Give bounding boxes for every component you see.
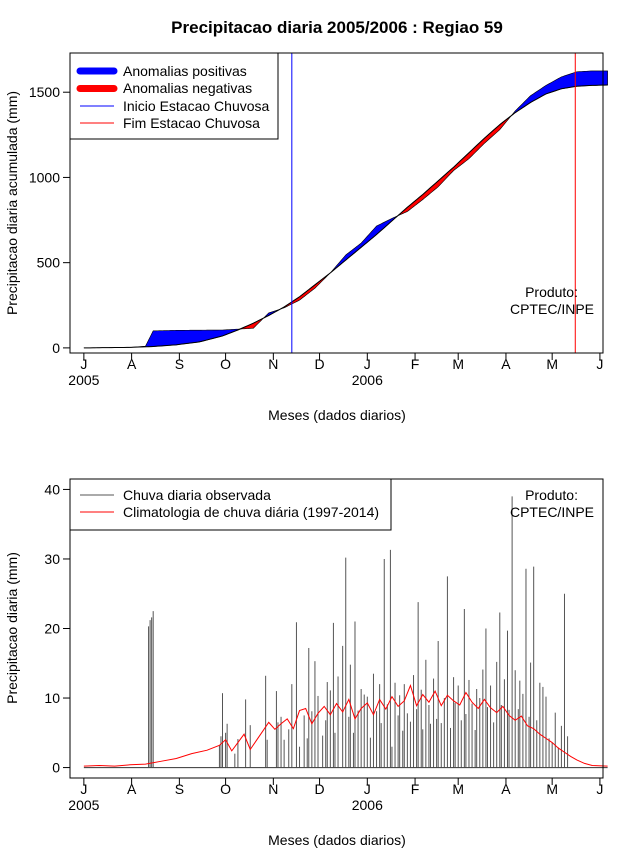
legend-label-inicio: Inicio Estacao Chuvosa — [123, 98, 270, 114]
y-tick-label-10: 10 — [44, 690, 60, 706]
x-tick-label-8: M — [452, 781, 464, 797]
x-tick-label-2: S — [175, 781, 184, 797]
legend-bottom: Chuva diaria observada Climatologia de c… — [69, 478, 392, 531]
climatology-accumulated-line — [83, 84, 608, 349]
legend-label-fim: Fim Estacao Chuvosa — [123, 115, 260, 131]
x-tick-label-4: N — [268, 781, 278, 797]
y-tick-label-40: 40 — [44, 481, 60, 497]
year-label-2006: 2006 — [352, 797, 383, 813]
y-tick-label-500: 500 — [37, 255, 61, 271]
x-tick-label-5: D — [314, 781, 324, 797]
x-tick-label-10: M — [546, 781, 558, 797]
y-axis: 0 500 1000 1500 — [29, 84, 71, 356]
x-tick-label-10: M — [546, 356, 558, 372]
accumulated-data-layer — [83, 70, 608, 349]
x-tick-label-9: A — [501, 781, 511, 797]
year-label-2005: 2005 — [68, 797, 99, 813]
y-tick-label-0: 0 — [52, 760, 60, 776]
x-tick-label-0: J — [80, 356, 87, 372]
y-tick-label-1500: 1500 — [29, 84, 60, 100]
chart-title: Precipitacao diaria 2005/2006 : Regiao 5… — [171, 18, 503, 37]
legend-label-climatology: Climatologia de chuva diária (1997-2014) — [123, 504, 379, 520]
legend-label-observed: Chuva diaria observada — [123, 487, 271, 503]
x-tick-label-3: O — [220, 356, 231, 372]
x-axis-label-bottom: Meses (dados diarios) — [268, 832, 406, 848]
x-tick-label-6: J — [364, 356, 371, 372]
x-tick-label-2: S — [175, 356, 184, 372]
y-axis-label-bottom: Precipitacao diaria (mm) — [4, 552, 20, 704]
y-tick-label-0: 0 — [52, 340, 60, 356]
x-tick-label-9: A — [501, 356, 511, 372]
x-tick-label-3: O — [220, 781, 231, 797]
x-tick-label-4: N — [268, 356, 278, 372]
x-tick-label-11: J — [596, 356, 603, 372]
daily-data-layer — [83, 496, 608, 769]
y-tick-label-20: 20 — [44, 621, 60, 637]
legend-box — [69, 52, 279, 140]
year-label-2006: 2006 — [352, 372, 383, 388]
legend-label-positive: Anomalias positivas — [123, 63, 247, 79]
product-annotation-line2: CPTEC/INPE — [510, 301, 594, 317]
x-tick-label-6: J — [364, 781, 371, 797]
product-annotation-line1: Produto: — [525, 284, 578, 300]
legend: Anomalias positivas Anomalias negativas … — [69, 52, 279, 140]
accumulated-precipitation-chart: Precipitacao diaria 2005/2006 : Regiao 5… — [4, 18, 608, 423]
legend-box-bottom — [69, 478, 392, 531]
legend-label-negative: Anomalias negativas — [123, 80, 252, 96]
x-tick-label-8: M — [452, 356, 464, 372]
climatology-daily-line — [83, 684, 608, 767]
rainy-season-lines — [291, 53, 576, 353]
product-annotation-bottom-line1: Produto: — [525, 487, 578, 503]
y-axis-bottom: 0 10 20 30 40 — [44, 481, 71, 776]
year-label-2005: 2005 — [68, 372, 99, 388]
y-tick-label-30: 30 — [44, 551, 60, 567]
x-tick-label-1: A — [127, 781, 137, 797]
product-annotation-bottom-line2: CPTEC/INPE — [510, 504, 594, 520]
y-tick-label-1000: 1000 — [29, 169, 60, 185]
x-tick-label-1: A — [127, 356, 137, 372]
x-axis-label: Meses (dados diarios) — [268, 407, 406, 423]
x-tick-label-7: F — [411, 356, 420, 372]
y-axis-label: Precipitacao diaria acumulada (mm) — [4, 91, 20, 315]
positive-anomaly-area-0 — [83, 328, 242, 349]
x-tick-label-11: J — [596, 781, 603, 797]
x-tick-label-0: J — [80, 781, 87, 797]
x-tick-label-5: D — [314, 356, 324, 372]
positive-anomaly-area-6 — [511, 70, 608, 116]
x-tick-label-7: F — [411, 781, 420, 797]
